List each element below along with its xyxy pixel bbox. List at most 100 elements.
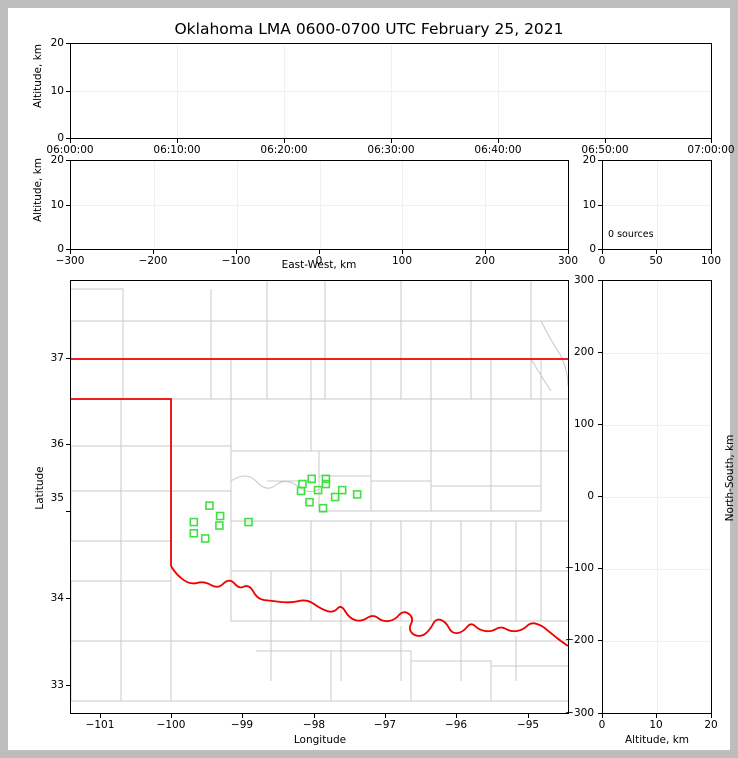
ytick-label: 10: [582, 199, 596, 211]
tickmark: [171, 714, 172, 718]
xtick-label: −97: [373, 719, 397, 731]
figure-title: Oklahoma LMA 0600-0700 UTC February 25, …: [174, 20, 564, 38]
ytick-label: 0: [587, 490, 594, 502]
tickmark: [314, 714, 315, 718]
ylabel-altitude: Altitude, km: [32, 44, 44, 109]
ytick-label: 10: [50, 85, 64, 97]
xtick-label: −100: [156, 719, 186, 731]
gridline: [603, 569, 711, 570]
tickmark: [236, 250, 237, 254]
source-marker: [313, 485, 323, 495]
xtick-label: 0: [598, 255, 606, 267]
tickmark: [66, 685, 70, 686]
tickmark: [153, 250, 154, 254]
ytick-label: −200: [565, 634, 594, 646]
tickmark: [598, 280, 602, 281]
xtick-label: 06:00:00: [46, 144, 94, 156]
ytick-label: 35: [50, 492, 64, 504]
source-marker: [307, 474, 316, 484]
ytick-label: 37: [50, 352, 64, 364]
tickmark: [598, 352, 602, 353]
gridline: [603, 205, 711, 206]
tickmark: [656, 714, 657, 718]
source-marker: [305, 497, 314, 507]
gridline: [71, 91, 711, 92]
ytick-label: 20: [582, 154, 596, 166]
tickmark: [66, 358, 70, 359]
tickmark: [656, 250, 657, 254]
ytick-label: 20: [50, 37, 64, 49]
xtick-label: 0: [315, 255, 323, 267]
xtick-label: 100: [700, 255, 722, 267]
county-boundaries: [71, 281, 568, 702]
xtick-label: 100: [391, 255, 413, 267]
xtick-label: 07:00:00: [687, 144, 735, 156]
xtick-label: 06:10:00: [153, 144, 201, 156]
tickmark: [66, 91, 70, 92]
xtick-label: −101: [85, 719, 115, 731]
gridline: [603, 497, 711, 498]
xtick-label: 20: [704, 719, 718, 731]
tickmark: [242, 714, 243, 718]
source-marker: [321, 479, 331, 489]
tickmark: [711, 714, 712, 718]
tickmark: [598, 640, 602, 641]
tickmark: [66, 249, 70, 250]
xtick-label: −96: [444, 719, 468, 731]
source-marker: [298, 479, 307, 489]
plan-view-map-panel[interactable]: [70, 280, 569, 714]
xtick-label: 0: [598, 719, 606, 731]
tickmark: [598, 424, 602, 425]
ytick-label: 0: [589, 243, 596, 255]
tickmark: [66, 205, 70, 206]
source-marker: [352, 490, 362, 499]
xtick-label: 50: [649, 255, 663, 267]
gridline: [603, 641, 711, 642]
ytick-label: 10: [50, 199, 64, 211]
tickmark: [598, 160, 602, 161]
tickmark: [598, 568, 602, 569]
ytick-label: 33: [50, 679, 64, 691]
ytick-label: 100: [573, 418, 594, 430]
time-altitude-panel[interactable]: [70, 43, 712, 139]
altitude-histogram-panel[interactable]: 0 sources: [602, 160, 712, 250]
xtick-label: −100: [221, 255, 251, 267]
tickmark: [177, 139, 178, 143]
xtick-label: 300: [557, 255, 579, 267]
tickmark: [319, 250, 320, 254]
xtick-label: −300: [55, 255, 85, 267]
figure-canvas: Oklahoma LMA 0600-0700 UTC February 25, …: [8, 8, 736, 750]
map-svg: [71, 281, 568, 702]
tickmark: [66, 138, 70, 139]
tickmark: [66, 444, 70, 445]
ytick-label: 34: [50, 592, 64, 604]
tickmark: [66, 43, 70, 44]
tickmark: [602, 250, 603, 254]
xtick-label: −95: [516, 719, 540, 731]
gridline: [71, 205, 568, 206]
ylabel-latitude: Latitude: [34, 466, 46, 510]
tickmark: [402, 250, 403, 254]
source-marker: [337, 485, 347, 495]
xlabel-altitude: Altitude, km: [624, 734, 689, 746]
xtick-label: −200: [138, 255, 168, 267]
tickmark: [70, 139, 71, 143]
eastwest-altitude-panel[interactable]: [70, 160, 569, 250]
source-count-annotation: 0 sources: [608, 229, 654, 240]
lma-source-markers: [189, 474, 362, 543]
ylabel-altitude: Altitude, km: [32, 158, 44, 223]
tickmark: [498, 139, 499, 143]
tickmark: [70, 250, 71, 254]
ytick-label: −300: [565, 707, 594, 719]
northsouth-altitude-panel[interactable]: [602, 280, 712, 714]
source-marker: [205, 501, 214, 510]
xlabel-longitude: Longitude: [293, 734, 347, 746]
ytick-label: 0: [57, 243, 64, 255]
tickmark: [598, 205, 602, 206]
tickmark: [385, 714, 386, 718]
tickmark: [66, 511, 70, 512]
source-marker: [318, 503, 328, 513]
tickmark: [605, 139, 606, 143]
xtick-label: 200: [474, 255, 496, 267]
source-marker: [215, 511, 225, 521]
